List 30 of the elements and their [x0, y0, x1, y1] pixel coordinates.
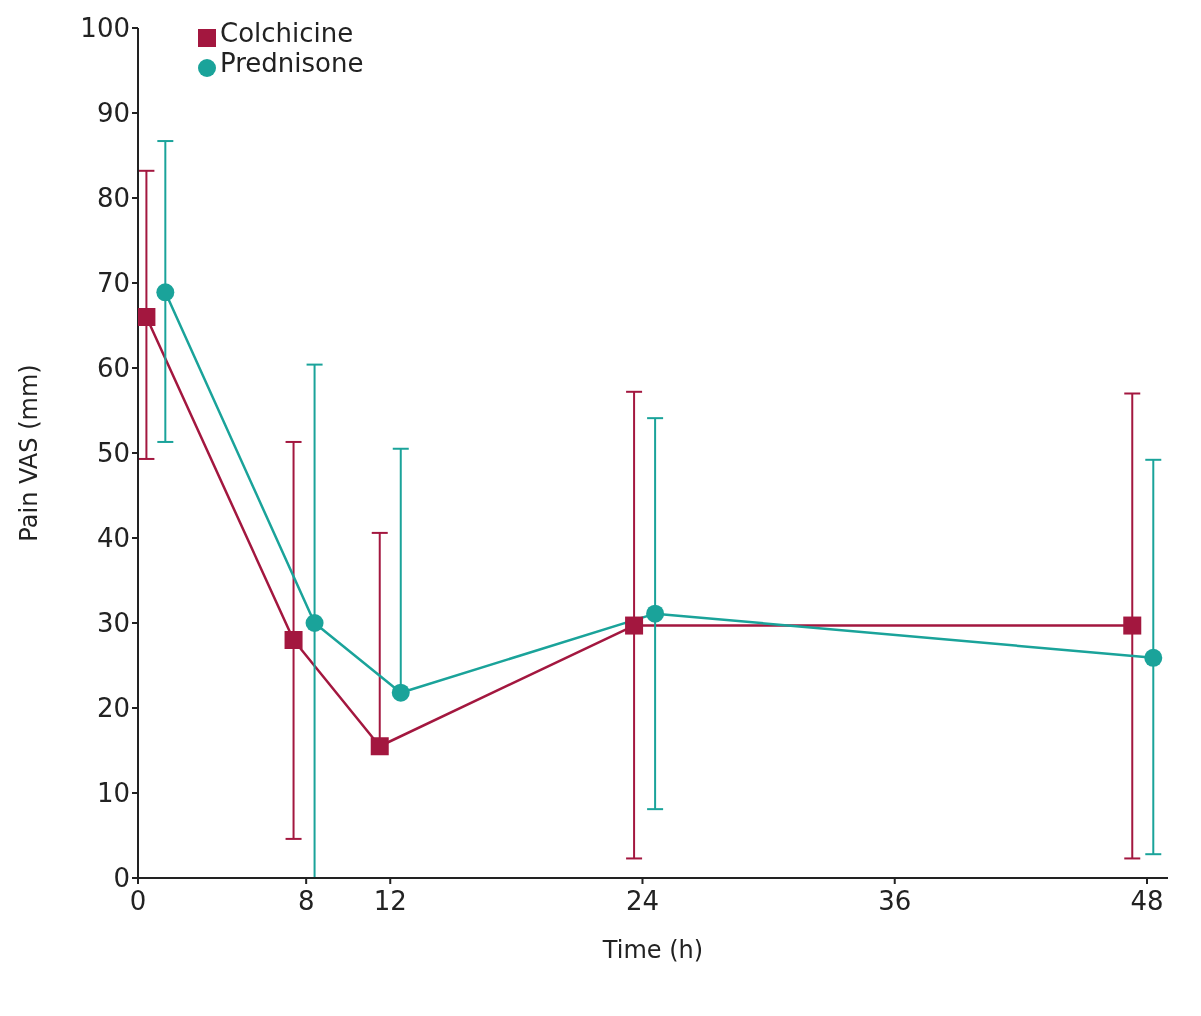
point: [370, 737, 389, 756]
y-tick-label: 20: [96, 693, 130, 724]
y-tick-label: 90: [96, 98, 130, 129]
x-tick-label: 12: [373, 886, 407, 917]
y-axis-title: Pain VAS (mm): [14, 364, 43, 542]
x-tick-label: 48: [1130, 886, 1164, 917]
point: [1123, 616, 1142, 635]
point: [284, 631, 303, 649]
y-tick-label: 70: [96, 268, 130, 299]
point: [646, 604, 665, 623]
point: [156, 283, 175, 302]
x-tick-label: 8: [297, 886, 315, 917]
y-tick-label: 80: [96, 183, 130, 214]
point: [1144, 648, 1163, 667]
y-tick-label: 100: [80, 13, 130, 44]
y-tick-label: 50: [96, 438, 130, 469]
point: [305, 614, 324, 632]
point: [138, 308, 156, 326]
y-tick-label: 0: [113, 863, 130, 894]
x-tick-label: 24: [625, 886, 660, 917]
y-tick-label: 30: [96, 608, 130, 639]
x-tick-label: 36: [878, 886, 912, 917]
point: [625, 616, 644, 635]
legend-label: Prednisone: [220, 48, 364, 78]
y-tick-label: 60: [96, 353, 130, 384]
x-axis-title: Time (h): [601, 936, 704, 964]
point: [391, 683, 410, 702]
legend-label: Colchicine: [220, 18, 354, 48]
y-tick-label: 10: [96, 778, 130, 809]
y-tick-label: 40: [96, 523, 130, 554]
